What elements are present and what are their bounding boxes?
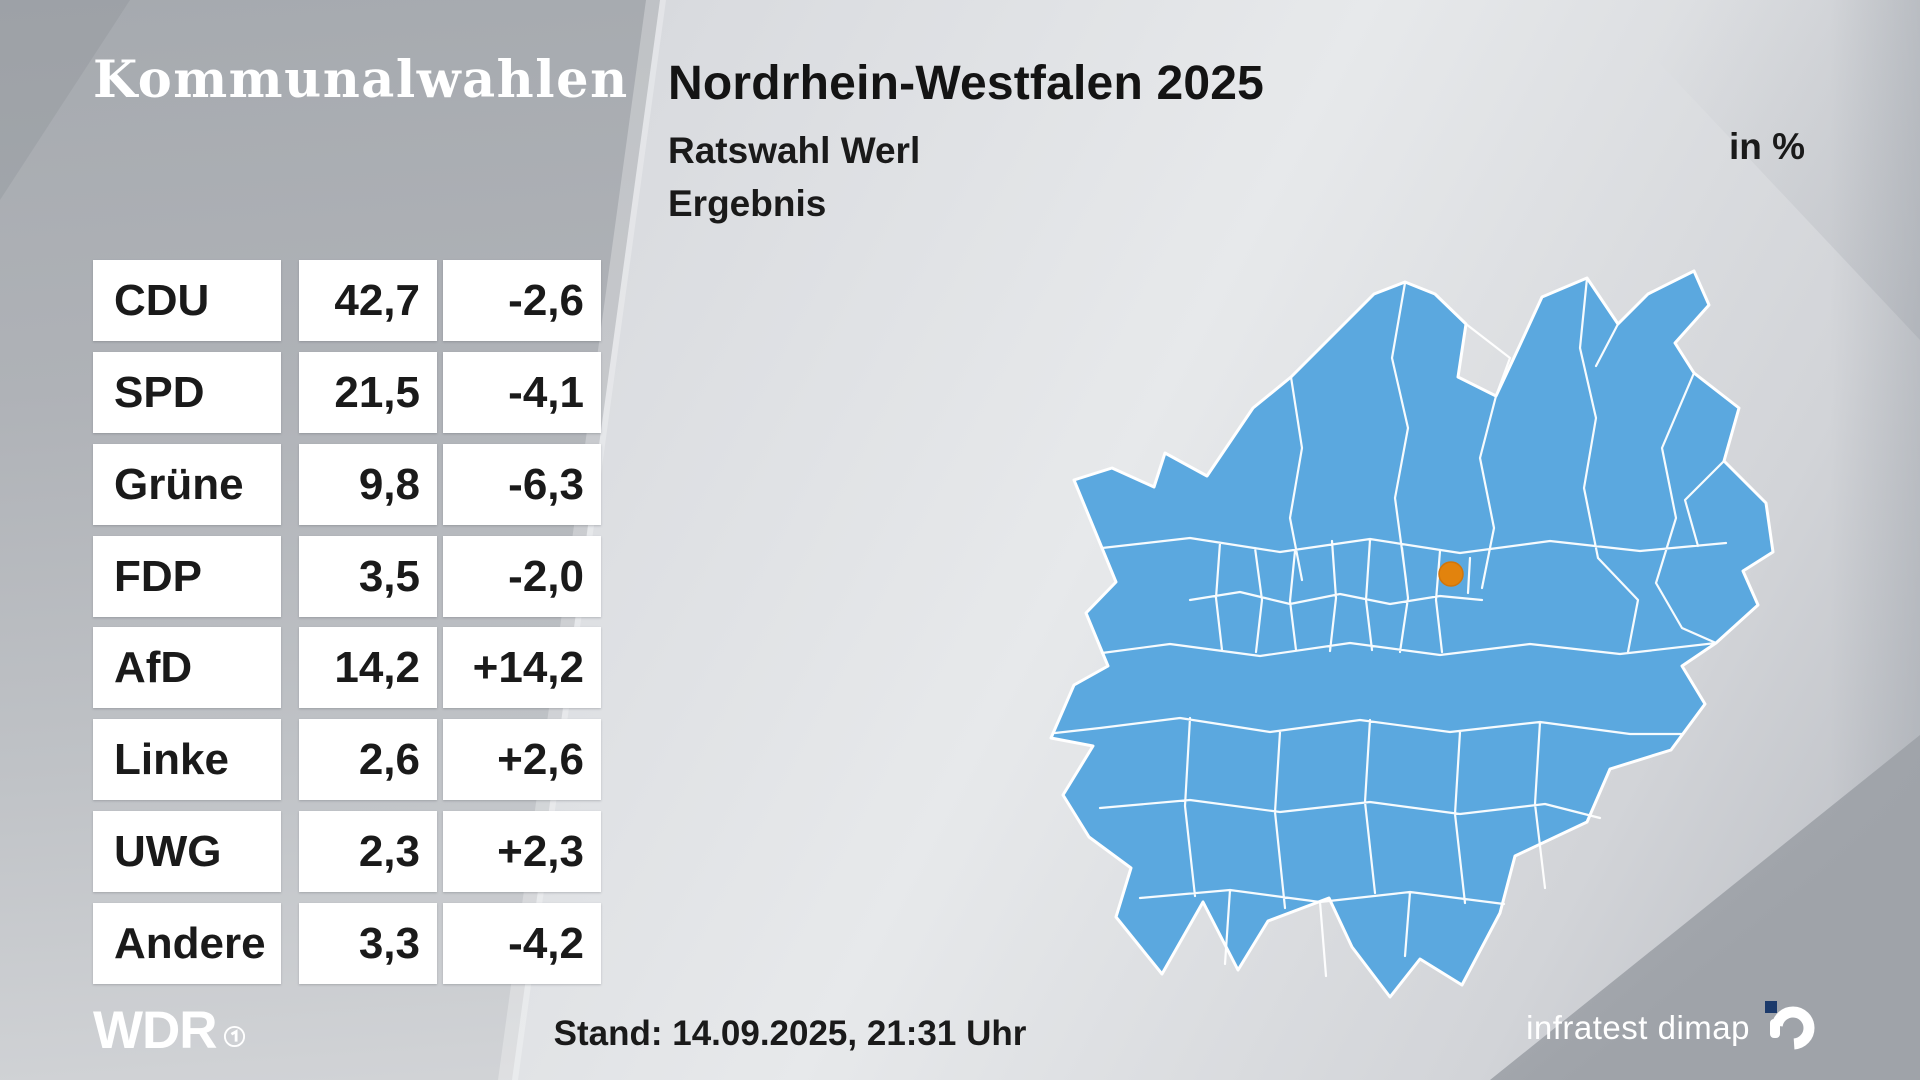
table-row: Grüne 9,8 -6,3 xyxy=(0,444,660,525)
party-change: -2,0 xyxy=(443,536,601,617)
party-value: 3,3 xyxy=(299,903,437,984)
party-name: SPD xyxy=(93,352,281,433)
table-row: Linke 2,6 +2,6 xyxy=(0,719,660,800)
party-name: Andere xyxy=(93,903,281,984)
table-row: AfD 14,2 +14,2 xyxy=(0,627,660,708)
party-name: AfD xyxy=(93,627,281,708)
party-change: +2,6 xyxy=(443,719,601,800)
party-change: +2,3 xyxy=(443,811,601,892)
page-subtitle: Ratswahl Werl xyxy=(668,130,921,171)
page-title: Nordrhein-Westfalen 2025 xyxy=(668,57,1265,110)
party-change: +14,2 xyxy=(443,627,601,708)
werl-marker-dot xyxy=(1438,561,1464,587)
party-value: 2,3 xyxy=(299,811,437,892)
party-value: 3,5 xyxy=(299,536,437,617)
brand-title: Kommunalwahlen xyxy=(93,50,629,110)
nrw-map-svg xyxy=(1049,269,1775,999)
infratest-dimap-logo-icon xyxy=(1764,1000,1818,1057)
unit-label: in % xyxy=(1728,126,1805,167)
table-row: CDU 42,7 -2,6 xyxy=(0,260,660,341)
party-name: Linke xyxy=(93,719,281,800)
source-label: infratest dimap xyxy=(1526,1009,1750,1046)
party-name: CDU xyxy=(93,260,281,341)
party-change: -6,3 xyxy=(443,444,601,525)
table-row: SPD 21,5 -4,1 xyxy=(0,352,660,433)
wdr-logo: WDR xyxy=(93,1004,246,1057)
state-shape xyxy=(1049,269,1775,999)
nrw-map xyxy=(1040,248,1800,1008)
status-timestamp: Stand: 14.09.2025, 21:31 Uhr xyxy=(553,1014,1027,1053)
infratest-dimap-credit: infratest dimap xyxy=(1526,1000,1818,1057)
ard-circle-one-icon xyxy=(223,1004,246,1057)
table-row: Andere 3,3 -4,2 xyxy=(0,903,660,984)
party-change: -4,2 xyxy=(443,903,601,984)
table-row: FDP 3,5 -2,0 xyxy=(0,536,660,617)
result-type-label: Ergebnis xyxy=(668,183,827,224)
party-value: 21,5 xyxy=(299,352,437,433)
district-borders xyxy=(1053,276,1728,978)
party-name: FDP xyxy=(93,536,281,617)
party-name: UWG xyxy=(93,811,281,892)
table-row: UWG 2,3 +2,3 xyxy=(0,811,660,892)
wdr-logo-text: WDR xyxy=(93,1001,218,1060)
party-name: Grüne xyxy=(93,444,281,525)
party-change: -4,1 xyxy=(443,352,601,433)
party-change: -2,6 xyxy=(443,260,601,341)
party-value: 2,6 xyxy=(299,719,437,800)
party-value: 14,2 xyxy=(299,627,437,708)
party-value: 42,7 xyxy=(299,260,437,341)
party-value: 9,8 xyxy=(299,444,437,525)
